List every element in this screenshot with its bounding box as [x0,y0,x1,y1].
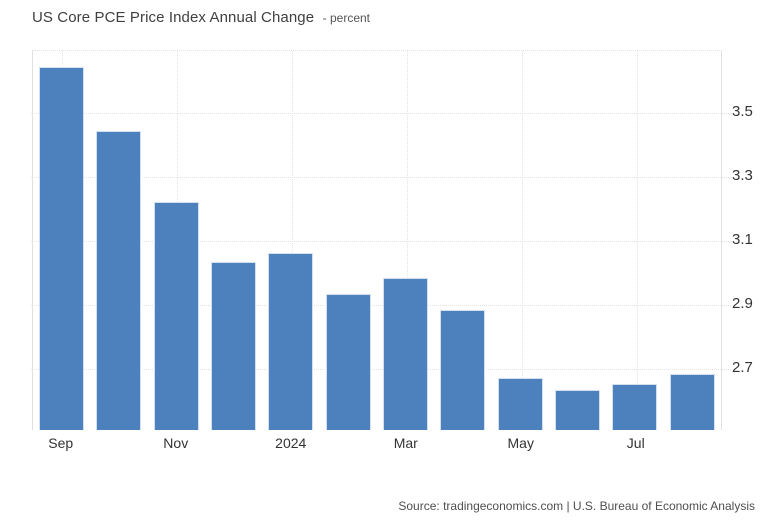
bar-mar[interactable] [383,278,429,430]
bar-slot [148,51,205,430]
x-tick-label [90,435,148,451]
bar-feb[interactable] [325,294,371,430]
chart-unit-label: - percent [322,11,371,25]
x-tick-label [205,435,263,451]
chart-title: US Core PCE Price Index Annual Change [32,9,315,26]
x-tick-label: Jul [626,435,645,451]
y-tick-label: 3.3 [732,167,753,184]
bar-apr[interactable] [440,310,486,430]
x-gridline [636,51,638,430]
bar-slot [664,51,721,430]
bar-slot [606,51,663,430]
x-gridline [521,51,523,430]
y-gridline [31,368,731,370]
bar-sep[interactable] [39,67,85,430]
bar-slot [262,51,319,430]
bar-may[interactable] [497,377,543,430]
y-tick-label: 2.9 [732,295,753,312]
bar-oct[interactable] [96,131,142,430]
bar-nov[interactable] [153,201,199,430]
x-tick-label: Sep [48,435,74,451]
x-tick-label: May [507,435,534,451]
x-axis-labels: Sep Nov 2024 Mar May Jul [32,435,722,451]
bar-jul[interactable] [612,383,658,430]
bar-slot [320,51,377,430]
y-tick-label: 2.7 [732,358,753,376]
x-tick-label: Nov [163,435,189,451]
chart-header: US Core PCE Price Index Annual Change - … [32,9,370,27]
source-attribution: Source: tradingeconomics.com | U.S. Bure… [398,499,755,513]
x-tick-label [435,435,493,451]
bar-slot [90,51,147,430]
bar-jan[interactable] [268,252,314,430]
bar-slot [33,51,90,430]
x-tick-label [665,435,723,451]
bar-series [33,51,721,430]
y-gridline [31,177,731,178]
x-gridline [406,51,408,430]
plot-area [31,50,731,430]
y-tick-label: 3.1 [732,231,753,248]
bar-slot [492,51,549,430]
bar-dec[interactable] [211,262,257,430]
bar-aug[interactable] [669,374,715,430]
bar-slot [205,51,262,430]
x-tick-label [320,435,378,451]
bar-slot [434,51,491,430]
y-gridline [31,241,731,242]
x-tick-label [550,435,608,451]
y-gridline [31,113,731,115]
y-tick-label: 3.5 [732,103,753,121]
bar-slot [377,51,434,430]
y-gridline [31,305,731,306]
x-gridline [291,51,293,430]
bar-jun[interactable] [555,390,601,430]
bar-slot [549,51,606,430]
x-tick-label: Mar [393,435,418,451]
x-tick-label: 2024 [275,435,307,451]
